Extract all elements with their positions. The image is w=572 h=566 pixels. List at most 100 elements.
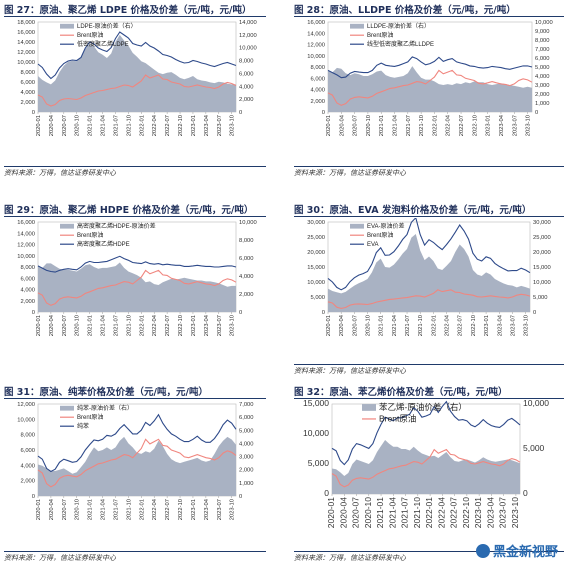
legend-label: LLDPE-原油价差（右） <box>367 22 430 30</box>
right-tick-label: 15,000 <box>533 265 551 271</box>
x-tick-label: 2020-01 <box>326 315 332 336</box>
spread-area <box>38 262 236 312</box>
product-line <box>37 255 237 273</box>
x-tick-label: 2021-07 <box>113 115 119 136</box>
source-note: 资料来源：万得，信达证券研发中心 <box>294 367 406 375</box>
x-tick-label: 2020-01 <box>36 499 42 520</box>
right-tick-label: 5,000 <box>523 443 545 453</box>
x-tick-label: 2022-01 <box>139 315 145 336</box>
left-tick-label: 0 <box>322 110 325 116</box>
x-tick-label: 2020-01 <box>326 115 332 136</box>
brent-line <box>37 269 237 306</box>
right-tick-label: 8,000 <box>239 59 254 65</box>
x-tick-label: 2021-07 <box>406 115 412 136</box>
x-tick-label: 2020-07 <box>62 115 68 136</box>
right-tick-label: 0 <box>535 110 538 116</box>
x-tick-label: 2021-01 <box>88 115 94 136</box>
right-tick-label: 9,000 <box>535 29 550 35</box>
x-tick-label: 2020-04 <box>338 497 348 528</box>
panel-fig30: 图 30：原油、EVA 发泡料价格及价差（元/吨，元/吨） 0 5,000 10,0… <box>294 202 566 378</box>
left-tick-label: 5,000 <box>310 295 325 301</box>
x-tick-label: 2020-04 <box>49 114 55 136</box>
x-tick-label: 2022-01 <box>139 499 145 520</box>
x-tick-label: 2021-01 <box>379 115 385 136</box>
panel-fig27: 图 27：原油、聚乙烯 LDPE 价格及价差（元/吨，元/吨） 0 2,000 4,… <box>4 2 274 178</box>
x-tick-label: 2021-04 <box>393 114 399 136</box>
x-tick-label: 2022-04 <box>445 314 451 336</box>
x-tick-label: 2020-10 <box>75 315 81 336</box>
left-tick-label: 10,000 <box>17 60 35 66</box>
x-tick-label: 2023-01 <box>191 115 197 136</box>
left-tick-label: 4,000 <box>310 88 325 94</box>
right-tick-label: 5,000 <box>239 428 254 434</box>
legend-label: 纯苯-原油价差（右） <box>77 404 133 412</box>
legend-label: Brent原油 <box>77 413 103 421</box>
panel-fig28: 图 28：原油、LLDPE 价格及价差（元/吨，元/吨） 0 2,000 4,000… <box>294 2 566 178</box>
x-tick-label: 2021-07 <box>113 315 119 336</box>
legend-swatch-spread <box>350 23 364 29</box>
left-tick-label: 10,000 <box>17 417 35 423</box>
figure-title: 图 31：原油、纯苯价格及价差（元/吨，元/吨） <box>4 387 208 398</box>
left-tick-label: 8,000 <box>310 65 325 71</box>
x-tick-label: 2022-04 <box>446 114 452 136</box>
right-tick-label: 10,000 <box>239 46 257 52</box>
x-tick-label: 2023-07 <box>217 115 223 136</box>
legend-label: Brent原油 <box>367 231 393 239</box>
x-tick-label: 2023-10 <box>230 499 236 520</box>
x-tick-label: 2023-10 <box>230 115 236 136</box>
x-tick-label: 2022-07 <box>458 315 464 336</box>
left-tick-label: 14,000 <box>307 31 325 37</box>
x-tick-label: 2020-10 <box>366 315 372 336</box>
watermark: 黑金新视野 <box>475 541 558 560</box>
left-tick-label: 12,000 <box>307 43 325 49</box>
x-tick-label: 2021-10 <box>126 115 132 136</box>
x-tick-label: 2022-01 <box>431 315 437 336</box>
x-tick-label: 2023-01 <box>191 315 197 336</box>
x-tick-label: 2023-01 <box>486 115 492 136</box>
legend-swatch-spread <box>60 405 74 411</box>
panel-fig32: 图 32：原油、苯乙烯价格及价差（元/吨，元/吨） 0 5,000 10,000 15… <box>294 384 566 566</box>
left-tick-label: 18,000 <box>17 20 35 26</box>
x-tick-label: 2022-07 <box>449 497 459 528</box>
right-tick-label: 0 <box>523 488 528 498</box>
left-tick-label: 16,000 <box>307 20 325 26</box>
brent-line <box>327 289 531 309</box>
x-tick-label: 2020-07 <box>62 315 68 336</box>
right-tick-label: 1,000 <box>535 101 550 107</box>
right-tick-label: 6,000 <box>535 56 550 62</box>
legend-label: 低密度聚乙烯LDPE <box>77 40 129 48</box>
x-tick-label: 2023-04 <box>485 497 495 528</box>
x-tick-label: 2021-01 <box>379 315 385 336</box>
legend-label: Brent原油 <box>77 31 103 39</box>
x-tick-label: 2021-04 <box>387 497 397 528</box>
left-tick-label: 10,000 <box>303 428 329 438</box>
right-tick-label: 12,000 <box>239 33 257 39</box>
x-tick-label: 2020-04 <box>339 114 345 136</box>
right-tick-label: 5,000 <box>533 295 548 301</box>
x-tick-label: 2022-07 <box>165 499 171 520</box>
legend-label: EVA-原油价差 <box>367 222 405 230</box>
legend-label: 高密度聚乙烯HDPE <box>77 240 130 248</box>
left-tick-label: 6,000 <box>20 80 35 86</box>
left-tick-label: 8,000 <box>20 70 35 76</box>
x-tick-label: 2021-04 <box>101 314 107 336</box>
figure-title: 图 29：原油、聚乙烯 HDPE 价格及价差（元/吨，元/吨） <box>4 205 254 216</box>
x-tick-label: 2022-10 <box>461 497 471 528</box>
title-rule <box>294 16 564 17</box>
right-tick-label: 20,000 <box>533 250 551 256</box>
left-tick-label: 20,000 <box>307 250 325 256</box>
right-tick-label: 0 <box>239 494 242 500</box>
spread-area <box>332 440 520 494</box>
right-tick-label: 4,000 <box>239 441 254 447</box>
left-tick-label: 25,000 <box>307 235 325 241</box>
watermark-text: 黑金新视野 <box>492 545 558 560</box>
chart-eva: 0 5,000 10,000 15,000 20,000 25,000 30,000 0 5,0… <box>307 218 551 336</box>
legend-swatch-spread <box>362 404 376 411</box>
x-tick-label: 2020-01 <box>36 315 42 336</box>
right-tick-label: 10,000 <box>533 280 551 286</box>
x-tick-label: 2023-04 <box>499 114 505 136</box>
left-tick-label: 6,000 <box>310 76 325 82</box>
left-tick-label: 2,000 <box>20 479 35 485</box>
right-tick-label: 6,000 <box>239 71 254 77</box>
